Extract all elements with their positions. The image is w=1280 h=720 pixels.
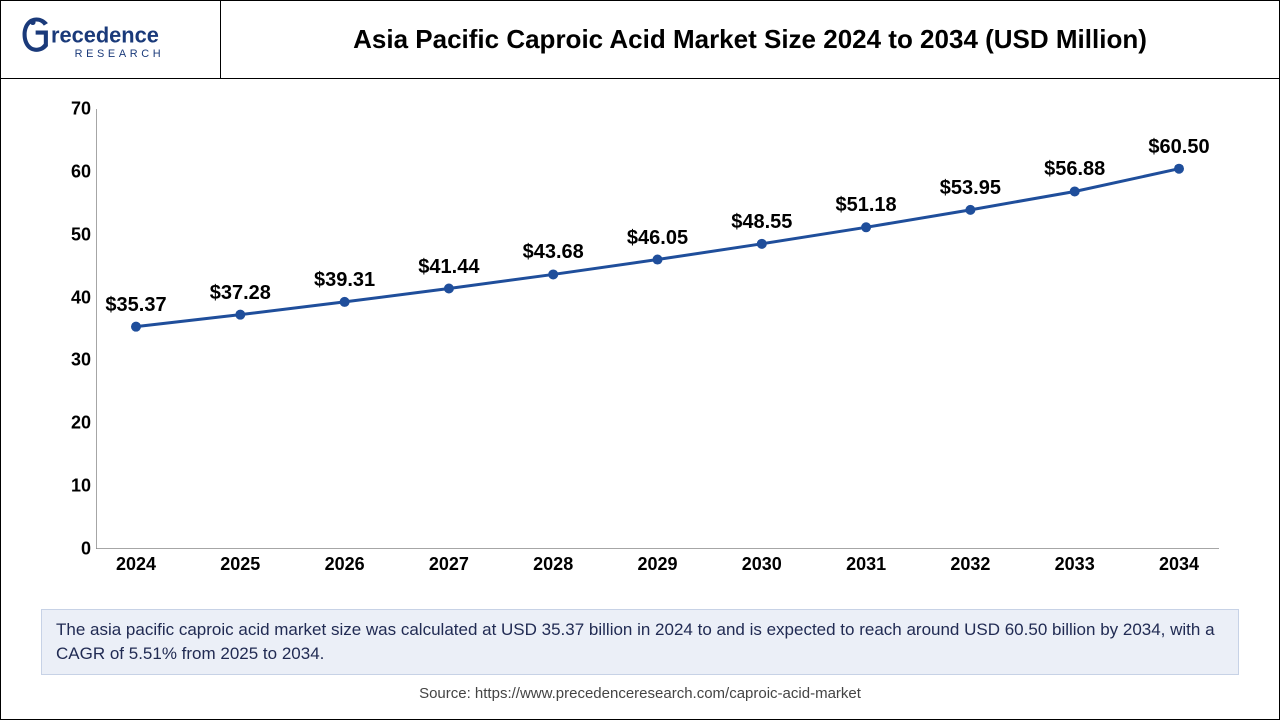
data-label: $39.31	[314, 269, 375, 292]
data-marker	[340, 297, 350, 307]
x-tick-label: 2024	[116, 554, 156, 575]
data-marker	[235, 310, 245, 320]
data-label: $51.18	[836, 194, 897, 217]
data-marker	[548, 269, 558, 279]
x-tick-label: 2033	[1055, 554, 1095, 575]
data-label: $48.55	[731, 211, 792, 234]
footnote-text: The asia pacific caproic acid market siz…	[56, 620, 1215, 663]
data-marker	[965, 205, 975, 215]
data-label: $37.28	[210, 282, 271, 305]
data-marker	[1174, 164, 1184, 174]
data-marker	[653, 255, 663, 265]
svg-text:RESEARCH: RESEARCH	[74, 47, 164, 59]
title-cell: Asia Pacific Caproic Acid Market Size 20…	[221, 24, 1279, 55]
y-tick-label: 50	[51, 224, 91, 245]
y-tick-label: 20	[51, 413, 91, 434]
data-label: $43.68	[523, 241, 584, 264]
x-tick-label: 2025	[220, 554, 260, 575]
y-tick-label: 70	[51, 99, 91, 120]
data-label: $56.88	[1044, 158, 1105, 181]
x-tick-label: 2028	[533, 554, 573, 575]
data-marker	[444, 284, 454, 294]
footnote-box: The asia pacific caproic acid market siz…	[41, 609, 1239, 675]
source-line: Source: https://www.precedenceresearch.c…	[1, 685, 1279, 702]
data-marker	[1070, 186, 1080, 196]
y-tick-label: 40	[51, 287, 91, 308]
x-tick-label: 2027	[429, 554, 469, 575]
y-tick-label: 30	[51, 350, 91, 371]
data-label: $46.05	[627, 227, 688, 250]
data-label: $60.50	[1148, 136, 1209, 159]
logo-cell: recedence RESEARCH	[1, 1, 221, 78]
data-marker	[757, 239, 767, 249]
x-tick-label: 2031	[846, 554, 886, 575]
data-label: $35.37	[105, 294, 166, 317]
data-label: $41.44	[418, 256, 479, 279]
data-marker	[861, 222, 871, 232]
x-tick-label: 2034	[1159, 554, 1199, 575]
y-tick-label: 0	[51, 539, 91, 560]
chart-title: Asia Pacific Caproic Acid Market Size 20…	[353, 24, 1147, 55]
y-tick-label: 10	[51, 476, 91, 497]
x-tick-label: 2026	[325, 554, 365, 575]
x-tick-label: 2030	[742, 554, 782, 575]
header-row: recedence RESEARCH Asia Pacific Caproic …	[1, 1, 1279, 79]
chart-area: 0102030405060702024202520262027202820292…	[41, 99, 1239, 599]
data-marker	[131, 322, 141, 332]
x-tick-label: 2029	[637, 554, 677, 575]
svg-text:recedence: recedence	[51, 22, 159, 47]
x-tick-label: 2032	[950, 554, 990, 575]
precedence-logo: recedence RESEARCH	[16, 15, 206, 65]
chart-frame: recedence RESEARCH Asia Pacific Caproic …	[0, 0, 1280, 720]
data-label: $53.95	[940, 177, 1001, 200]
y-tick-label: 60	[51, 161, 91, 182]
